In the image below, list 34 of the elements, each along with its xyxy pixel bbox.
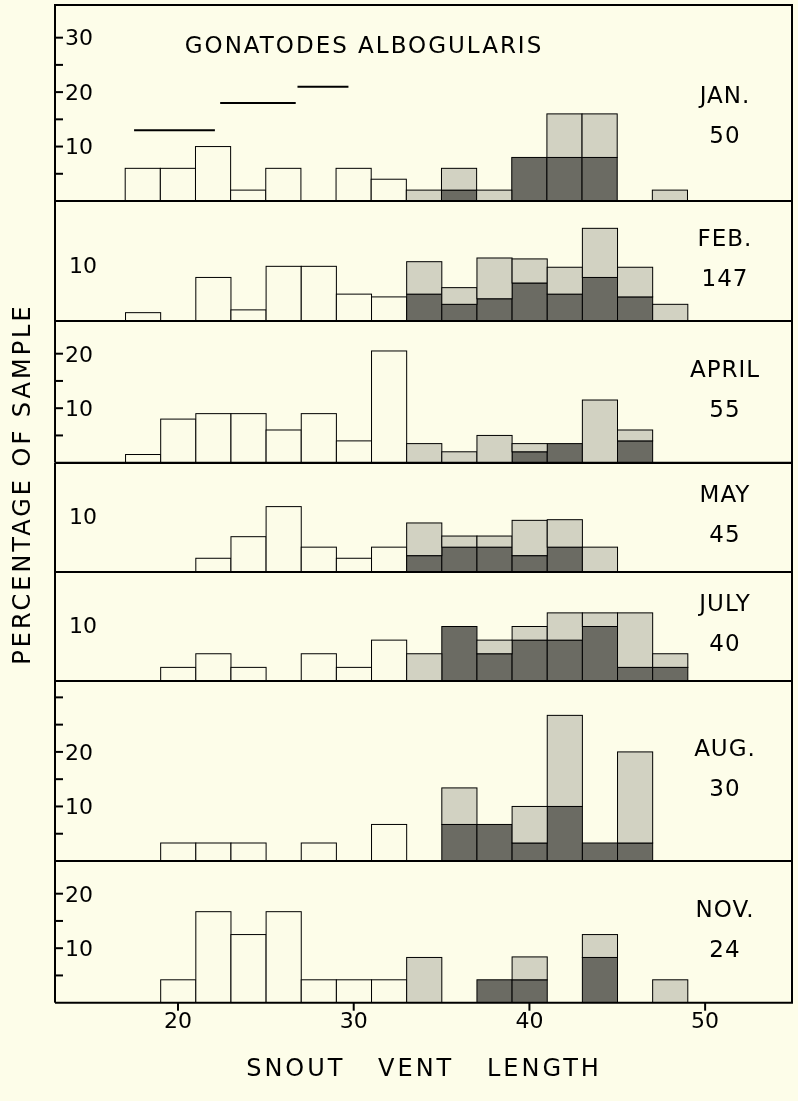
x-tick-label: 50 — [691, 1008, 720, 1033]
bar — [300, 842, 337, 861]
bar — [125, 312, 162, 321]
annotation: FEB. — [696, 224, 754, 253]
y-tick-label: 10 — [65, 935, 94, 961]
y-tick-label: 20 — [65, 881, 94, 907]
annotation: 55 — [708, 394, 742, 424]
annotation: 30 — [708, 773, 742, 803]
y-tick-label: 10 — [65, 134, 93, 160]
annotation: 45 — [708, 520, 742, 550]
annotation: 40 — [708, 629, 742, 659]
annotation: 50 — [708, 121, 742, 150]
annotation: APRIL — [688, 354, 762, 384]
x-axis-title: SNOUT VENT LENGTH — [245, 1054, 603, 1083]
y-axis-title: PERCENTAGE OF SAMPLE — [8, 303, 36, 665]
text: GONATODES ALBOGULARIS — [184, 32, 544, 58]
annotation: JAN. — [697, 81, 752, 110]
y-tick-label: 20 — [65, 739, 93, 765]
y-tick-label: 20 — [65, 341, 94, 367]
annotation: JULY — [697, 589, 752, 619]
bar — [651, 189, 688, 201]
y-tick-label: 10 — [65, 396, 94, 421]
bar — [371, 823, 408, 861]
annotation: MAY — [698, 480, 752, 510]
annotation: 147 — [700, 264, 750, 293]
annotation: 24 — [708, 934, 742, 964]
annotation: NOV. — [694, 894, 756, 924]
y-tick-label: 10 — [65, 793, 93, 819]
y-tick-label: 20 — [65, 79, 93, 105]
annotation: AUG. — [693, 733, 757, 763]
y-tick-label: 30 — [65, 25, 93, 51]
x-tick-label: 40 — [515, 1008, 544, 1033]
x-tick-label: 30 — [339, 1008, 368, 1033]
x-tick-label: 20 — [164, 1008, 193, 1033]
